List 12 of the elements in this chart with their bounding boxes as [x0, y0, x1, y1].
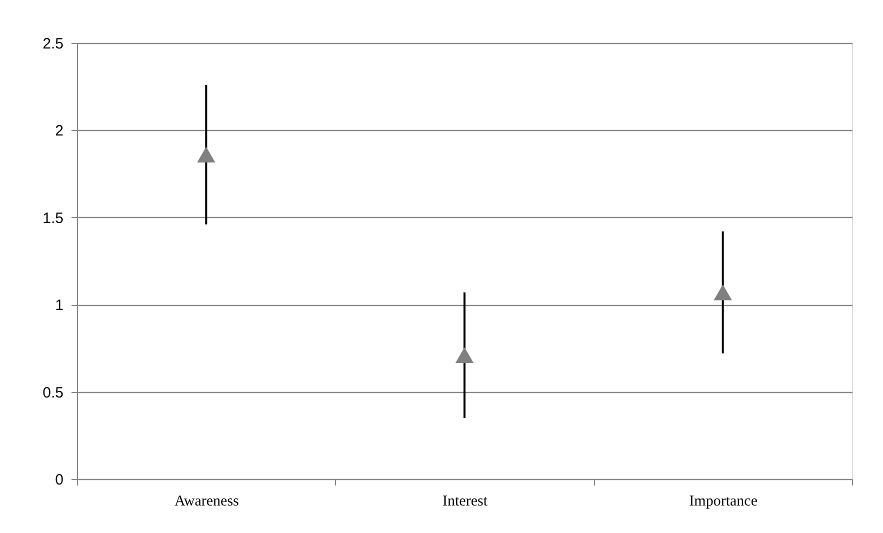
y-tick-label: 0: [55, 472, 64, 488]
x-tick-label: Interest: [442, 494, 488, 510]
y-tick-label: 0.5: [42, 384, 64, 402]
y-tick-label: 1.5: [42, 210, 64, 227]
point: [197, 146, 216, 162]
point: [455, 347, 474, 364]
y-tick-label: 2.5: [42, 36, 64, 52]
point: [714, 284, 732, 300]
y-tick-label: 2: [55, 122, 64, 140]
x-tick-label: Importance: [689, 494, 758, 510]
y-tick-label: 1: [55, 297, 64, 314]
x-tick-label: Awareness: [174, 494, 240, 510]
